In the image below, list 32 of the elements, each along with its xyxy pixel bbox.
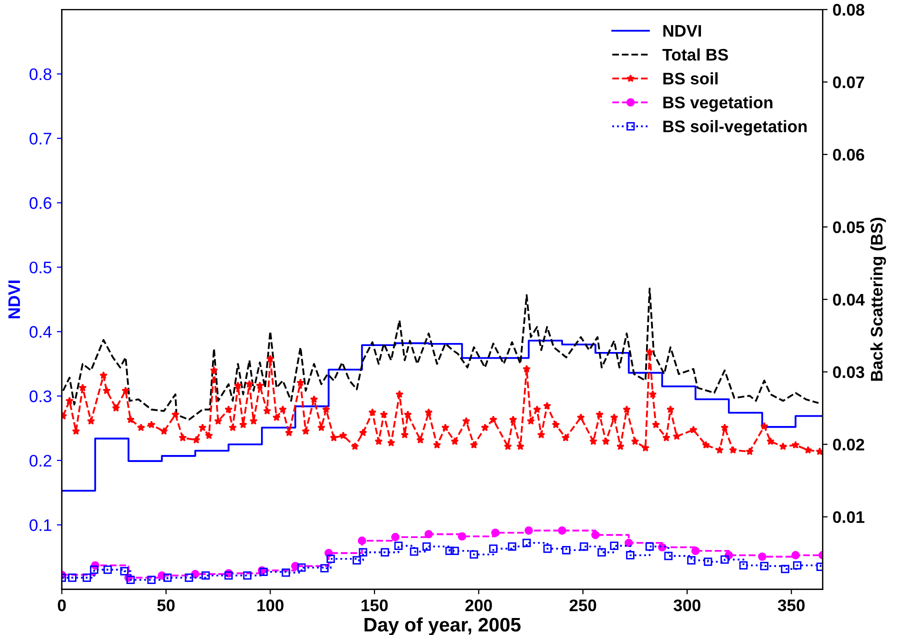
legend-label: BS soil-vegetation (663, 120, 807, 136)
y-tick-label: 0.8 (30, 68, 52, 80)
y-axis-title: NDVI (8, 280, 20, 318)
x-tick-label: 200 (465, 599, 492, 612)
y-tick-label: 0.6 (30, 197, 52, 209)
y-tick-label: 0.4 (30, 326, 52, 338)
y2-tick-label: 0.01 (833, 511, 864, 524)
y2-tick-label: 0.05 (833, 221, 864, 234)
y2-tick-label: 0.02 (833, 438, 864, 451)
x-tick-label: 100 (257, 599, 284, 612)
x-tick-label: 300 (674, 599, 700, 612)
y-tick-label: 0.7 (30, 132, 52, 145)
y2-tick-label: 0.07 (833, 76, 864, 88)
x-tick-label: 50 (157, 599, 175, 612)
y-tick-label: 0.1 (30, 519, 52, 532)
legend-label: Total BS (662, 48, 728, 61)
x-tick-label: 350 (778, 599, 805, 612)
y2-tick-label: 0.08 (833, 4, 864, 16)
legend-label: BS vegetation (663, 96, 772, 112)
legend-label: NDVI (663, 25, 701, 37)
x-tick-label: 150 (362, 599, 388, 612)
x-axis-title: Day of year, 2005 (364, 617, 521, 635)
y-tick-label: 0.3 (30, 390, 52, 402)
x-tick-label: 250 (570, 599, 596, 612)
x-tick-label: 0 (58, 599, 66, 612)
y2-tick-label: 0.06 (833, 148, 864, 161)
legend-label: BS soil (663, 72, 718, 85)
y-tick-label: 0.5 (30, 262, 52, 274)
y2-axis-title: Back Scattering (BS) (870, 218, 886, 381)
y2-tick-label: 0.03 (833, 366, 864, 378)
y2-tick-label: 0.04 (833, 294, 865, 306)
y-tick-label: 0.2 (30, 454, 52, 467)
